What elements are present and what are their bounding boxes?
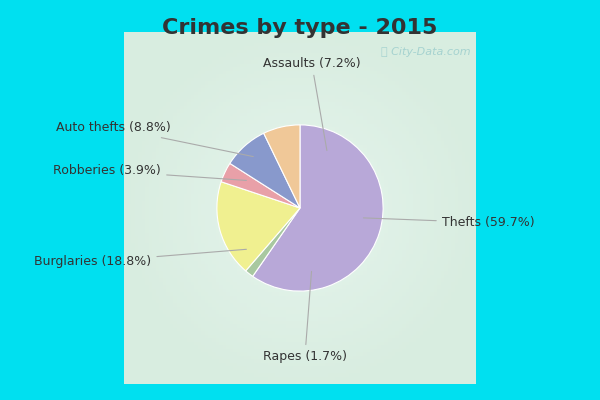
Wedge shape [264, 125, 300, 208]
Wedge shape [230, 133, 300, 208]
Text: Robberies (3.9%): Robberies (3.9%) [53, 164, 247, 180]
Text: Rapes (1.7%): Rapes (1.7%) [263, 271, 347, 363]
Text: ⓘ City-Data.com: ⓘ City-Data.com [382, 47, 471, 57]
Text: Burglaries (18.8%): Burglaries (18.8%) [34, 249, 247, 268]
Wedge shape [253, 125, 383, 291]
Text: Crimes by type - 2015: Crimes by type - 2015 [163, 18, 437, 38]
Wedge shape [245, 208, 300, 276]
Text: Thefts (59.7%): Thefts (59.7%) [364, 216, 535, 229]
Text: Auto thefts (8.8%): Auto thefts (8.8%) [56, 121, 253, 156]
Wedge shape [217, 182, 300, 271]
Text: Assaults (7.2%): Assaults (7.2%) [263, 57, 361, 150]
Wedge shape [221, 163, 300, 208]
